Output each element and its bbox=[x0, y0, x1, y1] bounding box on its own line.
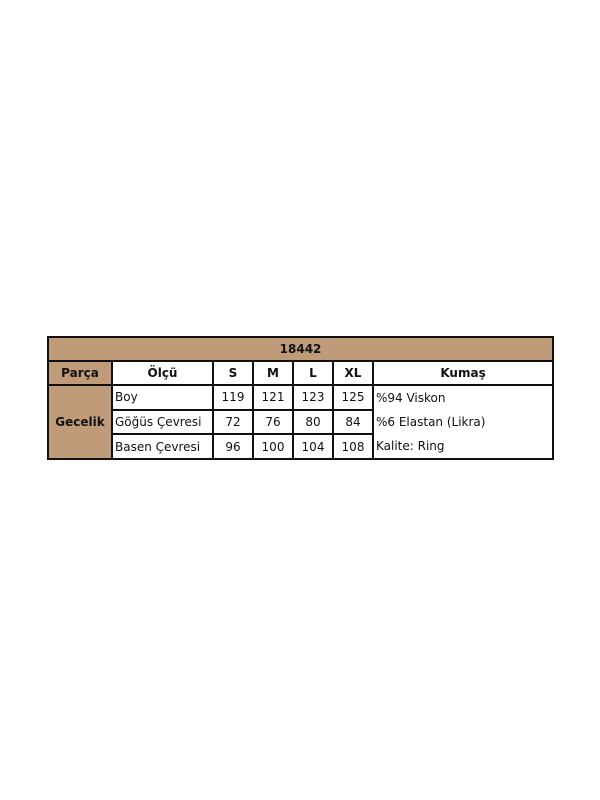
header-xl: XL bbox=[332, 360, 374, 386]
value-cell: 84 bbox=[332, 408, 374, 436]
value-cell: 100 bbox=[252, 433, 294, 460]
value-cell: 121 bbox=[252, 384, 294, 411]
measure-label: Boy bbox=[111, 384, 214, 411]
title-row: 18442 bbox=[46, 336, 555, 362]
header-part: Parça bbox=[47, 360, 113, 386]
value-cell: 96 bbox=[212, 433, 254, 460]
header-fabric: Kumaş bbox=[371, 360, 555, 386]
value-cell: 80 bbox=[292, 408, 334, 436]
header-l: L bbox=[292, 360, 334, 386]
fabric-line: Kalite: Ring bbox=[376, 439, 445, 453]
product-code: 18442 bbox=[46, 336, 555, 362]
table-row: Gecelik Boy 119 121 123 125 %94 Viskon %… bbox=[47, 384, 555, 460]
header-s: S bbox=[212, 360, 254, 386]
measure-label: Göğüs Çevresi bbox=[111, 408, 214, 436]
header-row: Parça Ölçü S M L XL Kumaş bbox=[47, 360, 555, 386]
part-name: Gecelik bbox=[47, 384, 113, 460]
size-chart-table: 18442 Parça Ölçü S M L XL Kumaş Gecelik … bbox=[46, 336, 555, 460]
value-cell: 72 bbox=[212, 408, 254, 436]
value-cell: 119 bbox=[212, 384, 254, 411]
value-cell: 123 bbox=[292, 384, 334, 411]
fabric-line: %6 Elastan (Likra) bbox=[376, 415, 486, 429]
header-measure: Ölçü bbox=[111, 360, 214, 386]
header-m: M bbox=[252, 360, 294, 386]
table-row: Basen Çevresi 96 100 104 108 bbox=[48, 433, 553, 460]
value-cell: 104 bbox=[292, 433, 334, 460]
value-cell: 108 bbox=[332, 433, 374, 460]
value-cell: 125 bbox=[332, 384, 374, 411]
measure-label: Basen Çevresi bbox=[111, 433, 214, 460]
fabric-cell: %94 Viskon %6 Elastan (Likra) Kalite: Ri… bbox=[371, 384, 555, 460]
fabric-line: %94 Viskon bbox=[376, 391, 446, 405]
value-cell: 76 bbox=[252, 408, 294, 436]
table-row: Göğüs Çevresi 72 76 80 84 bbox=[48, 408, 553, 436]
